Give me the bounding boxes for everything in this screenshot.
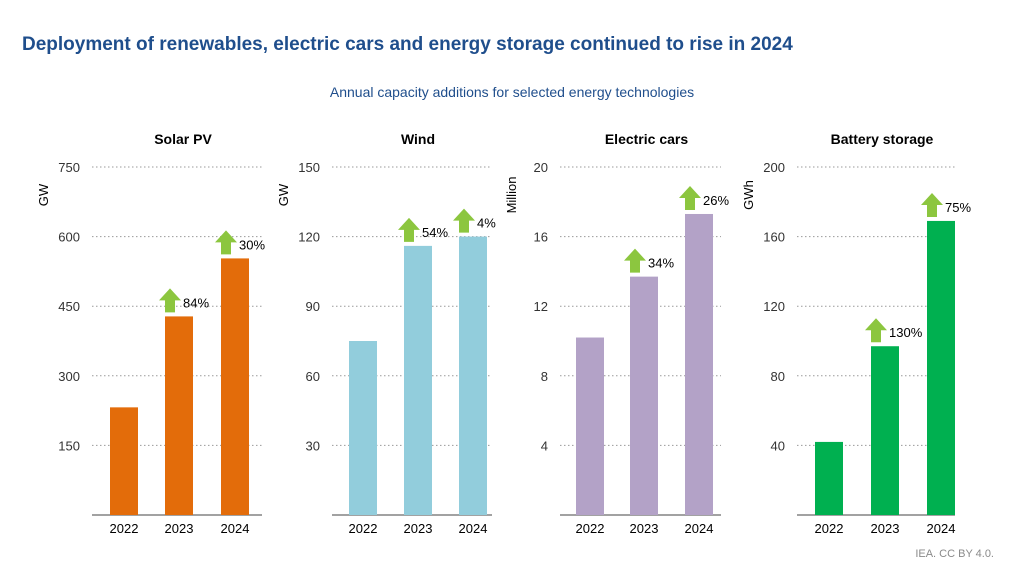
y-tick-label: 90	[306, 299, 320, 314]
growth-arrow-icon	[398, 217, 420, 242]
panel-title-battery-storage: Battery storage	[831, 131, 934, 147]
bar-wind-2023	[404, 245, 432, 515]
x-tick-label: 2024	[459, 521, 488, 536]
x-tick-label: 2022	[576, 521, 605, 536]
y-tick-label: 450	[58, 299, 80, 314]
bar-electric-cars-2024	[685, 213, 713, 516]
y-tick-label: 12	[534, 299, 548, 314]
y-tick-label: 200	[763, 160, 785, 175]
bar-wind-2022	[349, 341, 377, 515]
bar-electric-cars-2023	[630, 276, 658, 515]
chart-panel-wind: Wind 30 60 90 120 150 GW 2022 2023 54% 2024 4%	[276, 131, 496, 536]
x-tick-label: 2023	[871, 521, 900, 536]
growth-arrow-icon	[624, 248, 646, 273]
panel-title-electric-cars: Electric cars	[605, 131, 688, 147]
growth-arrow-icon	[159, 288, 181, 313]
y-tick-label: 750	[58, 160, 80, 175]
y-axis-label-wind: GW	[276, 183, 291, 206]
growth-label: 30%	[239, 237, 265, 252]
y-tick-label: 80	[771, 369, 785, 384]
growth-arrow-icon	[215, 230, 237, 255]
growth-label: 75%	[945, 200, 971, 215]
y-tick-label: 40	[771, 438, 785, 453]
bar-solar-2023	[165, 316, 193, 515]
x-tick-label: 2022	[110, 521, 139, 536]
growth-arrow-icon	[679, 185, 701, 210]
bar-battery-storage-2024	[927, 220, 955, 515]
y-tick-label: 150	[298, 160, 320, 175]
y-tick-label: 8	[541, 369, 548, 384]
bar-electric-cars-2022	[576, 337, 604, 515]
y-axis-label-solar: GW	[36, 183, 51, 206]
chart-panel-electric-cars: Electric cars 4 8 12 16 20 Million 2022 2023 34% 2…	[504, 131, 729, 536]
source-note: IEA. CC BY 4.0.	[915, 548, 994, 560]
growth-label: 26%	[703, 193, 729, 208]
y-tick-label: 120	[763, 299, 785, 314]
chart-subtitle: Annual capacity additions for selected e…	[329, 84, 695, 100]
growth-label: 84%	[183, 295, 209, 310]
growth-label: 4%	[477, 216, 496, 231]
x-tick-label: 2024	[221, 521, 250, 536]
x-tick-label: 2022	[815, 521, 844, 536]
bar-battery-storage-2023	[871, 346, 899, 515]
y-tick-label: 120	[298, 230, 320, 245]
y-tick-label: 150	[58, 438, 80, 453]
panel-title-solar: Solar PV	[154, 131, 212, 147]
x-tick-label: 2023	[630, 521, 659, 536]
y-tick-label: 60	[306, 369, 320, 384]
x-tick-label: 2023	[404, 521, 433, 536]
y-tick-label: 4	[541, 438, 548, 453]
x-tick-label: 2023	[165, 521, 194, 536]
growth-arrow-icon	[865, 318, 887, 343]
y-tick-label: 16	[534, 230, 548, 245]
bar-battery-storage-2022	[815, 441, 843, 515]
y-tick-label: 160	[763, 230, 785, 245]
growth-arrow-icon	[921, 192, 943, 217]
chart-panel-battery-storage: Battery storage 40 80 120 160 200 GWh 2022 2023 1…	[741, 131, 971, 536]
x-tick-label: 2022	[349, 521, 378, 536]
y-axis-label-battery-storage: GWh	[741, 180, 756, 210]
growth-arrow-icon	[453, 208, 475, 233]
x-tick-label: 2024	[927, 521, 956, 536]
panel-title-wind: Wind	[401, 131, 435, 147]
growth-label: 54%	[422, 225, 448, 240]
y-tick-label: 300	[58, 369, 80, 384]
y-tick-label: 600	[58, 230, 80, 245]
bar-solar-2024	[221, 258, 249, 515]
growth-label: 34%	[648, 256, 674, 271]
growth-label: 130%	[889, 325, 923, 340]
x-tick-label: 2024	[685, 521, 714, 536]
chart-panel-solar: Solar PV 150 300 450 600 750 GW 2022 2023 84% 2024…	[36, 131, 265, 536]
y-tick-label: 20	[534, 160, 548, 175]
bar-solar-2022	[110, 407, 138, 515]
page-title: Deployment of renewables, electric cars …	[22, 34, 793, 55]
y-tick-label: 30	[306, 438, 320, 453]
bar-wind-2024	[459, 236, 487, 515]
y-axis-label-electric-cars: Million	[504, 177, 519, 214]
